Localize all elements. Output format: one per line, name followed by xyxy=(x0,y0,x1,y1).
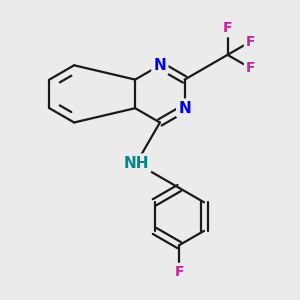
Text: F: F xyxy=(246,61,255,75)
Text: N: N xyxy=(178,101,191,116)
Text: NH: NH xyxy=(124,156,149,171)
Text: F: F xyxy=(223,21,232,35)
Text: F: F xyxy=(175,265,184,279)
Text: N: N xyxy=(154,58,166,73)
Text: F: F xyxy=(246,34,255,49)
